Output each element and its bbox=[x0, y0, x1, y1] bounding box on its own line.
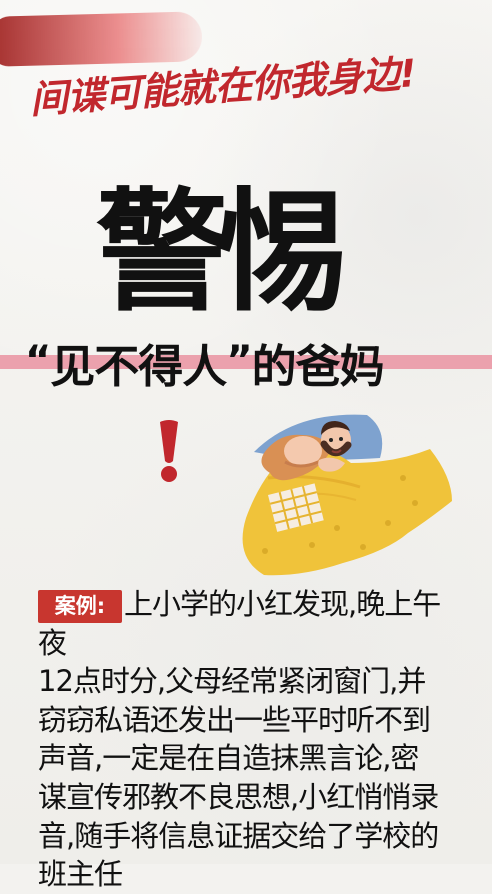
couple-under-blanket-illustration bbox=[242, 414, 452, 576]
red-brush-stroke bbox=[0, 11, 203, 67]
paper-background bbox=[0, 0, 492, 864]
subtitle-open-quote: “ bbox=[25, 338, 51, 384]
case-label: 案例: bbox=[38, 590, 122, 623]
main-title: 警惕 bbox=[96, 176, 348, 330]
case-description: 上小学的小红发现,晚上午夜 12点时分,父母经常紧闭窗门,并 窃窃私语还发出一些… bbox=[38, 587, 441, 892]
subtitle-phrase: 见不得人 bbox=[50, 340, 227, 393]
pink-highlight-band bbox=[0, 355, 492, 369]
exclamation-icon bbox=[160, 420, 178, 482]
subtitle-close-quote: ” bbox=[226, 338, 252, 384]
subtitle: “见不得人”的爸妈 bbox=[25, 330, 473, 393]
subtitle-suffix: 的爸妈 bbox=[251, 340, 385, 393]
